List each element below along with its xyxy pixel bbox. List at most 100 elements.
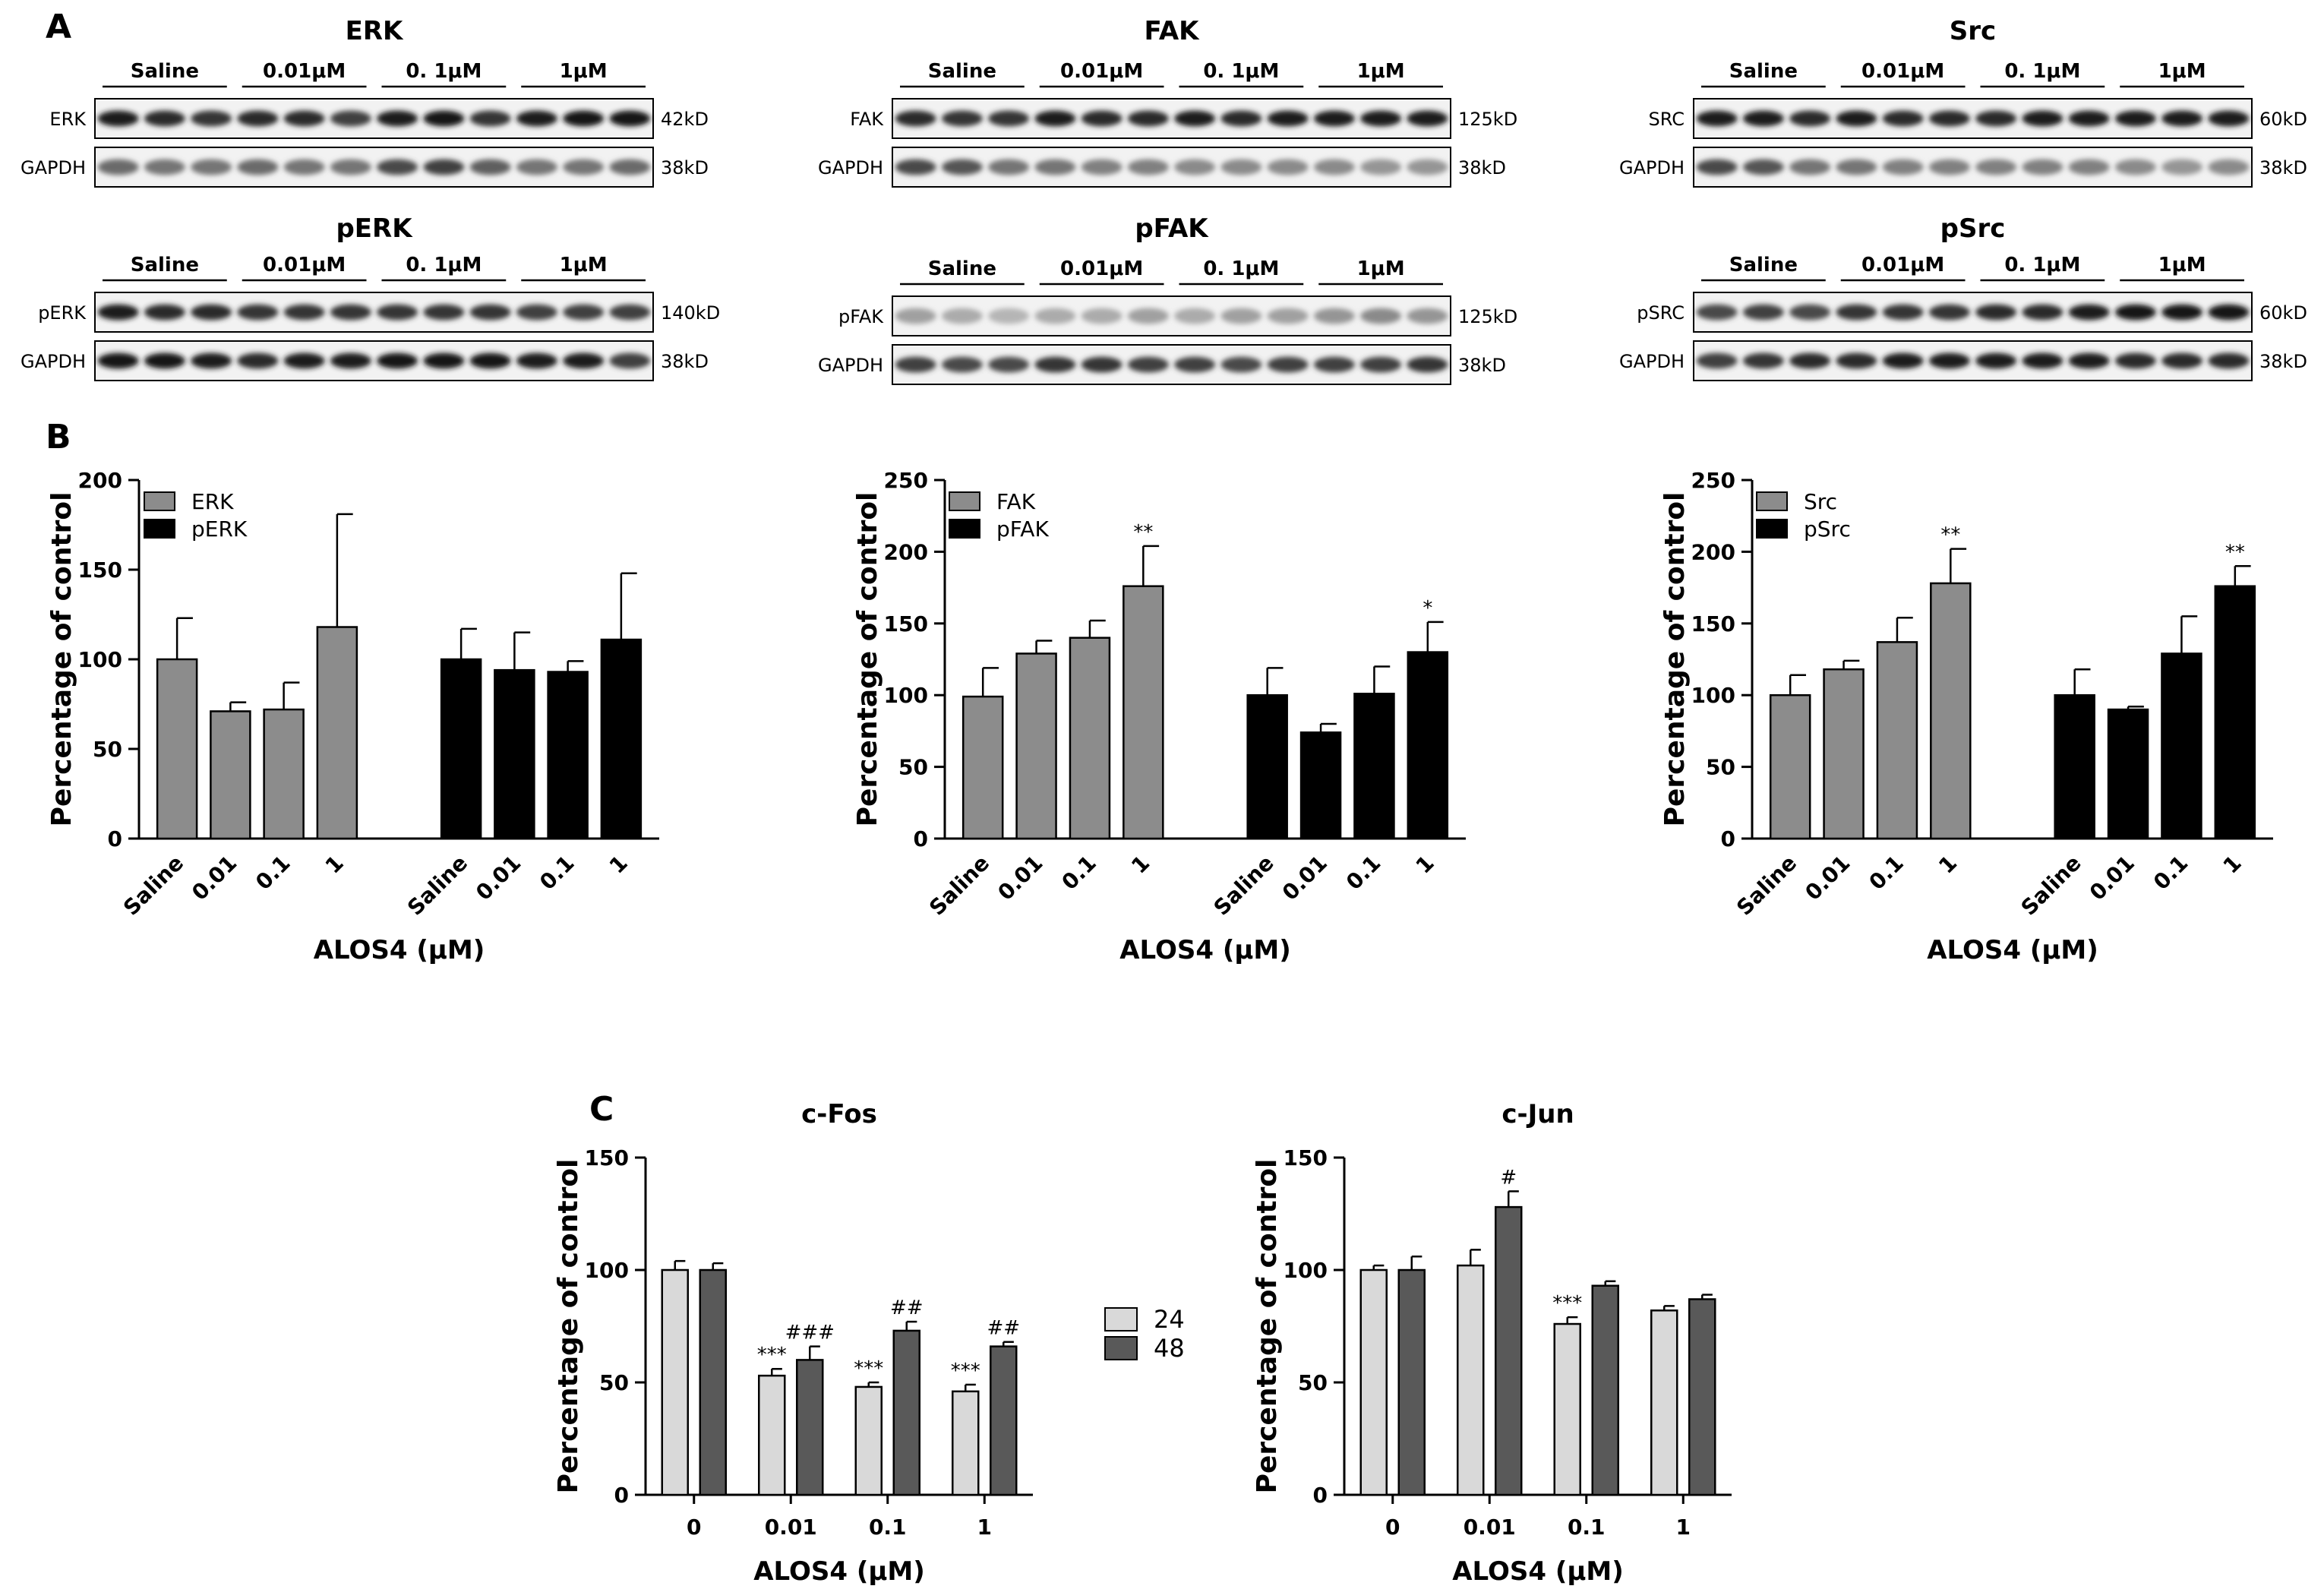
- blot-band: [1267, 159, 1309, 175]
- bar-psrc-3: **: [2214, 541, 2256, 840]
- blot-band: [1789, 110, 1831, 127]
- chart-legend: Src pSrc: [1756, 489, 1851, 542]
- blot-group-label: 0.01μM: [1861, 254, 1944, 276]
- blot-row-label: GAPDH: [1619, 351, 1685, 372]
- blot-band: [2068, 352, 2110, 369]
- blot-band: [1081, 110, 1123, 127]
- bar-erk-0: [156, 617, 198, 840]
- blot-band: [144, 159, 185, 175]
- blot-band: [97, 110, 139, 127]
- blot-band: [1313, 356, 1355, 373]
- legend-swatch: [949, 519, 980, 539]
- blot-band: [144, 304, 185, 321]
- y-tick-label: 100: [585, 1258, 629, 1283]
- blot-band: [609, 304, 651, 321]
- blot-band: [1360, 110, 1402, 127]
- x-tick-label: 1: [2218, 851, 2247, 879]
- bar-erk-1: [210, 701, 251, 840]
- blot-band: [1836, 159, 1877, 175]
- legend-label: ERK: [191, 489, 234, 514]
- bar-fak-3: **: [1123, 521, 1164, 840]
- y-tick-label: 150: [585, 1145, 629, 1170]
- blot-band: [1407, 159, 1448, 175]
- y-axis-label: Percentage of control: [553, 1159, 584, 1494]
- bar-fak-2: [1069, 619, 1111, 840]
- bar: [1069, 637, 1111, 840]
- blot-band: [283, 304, 325, 321]
- bar-48h-1: ###: [785, 1322, 835, 1496]
- bar: [1876, 641, 1918, 840]
- bar-perk-0: [440, 627, 482, 840]
- significance-label: ##: [890, 1297, 924, 1319]
- blot-band: [423, 352, 465, 369]
- blot-band: [1696, 110, 1738, 127]
- bar-24h-1: [1457, 1249, 1485, 1496]
- blot-band: [1882, 304, 1924, 321]
- blot-band: [1034, 356, 1076, 373]
- y-tick-label: 50: [898, 755, 928, 780]
- bar: [1591, 1284, 1619, 1496]
- blot-title: pERK: [336, 213, 413, 244]
- blot-band: [1882, 352, 1924, 369]
- legend-swatch: [1756, 491, 1788, 511]
- blot-band: [191, 304, 232, 321]
- bar: [1495, 1205, 1523, 1496]
- blot-band: [1696, 159, 1738, 175]
- blot-band: [895, 308, 936, 324]
- x-tick-label: Saline: [118, 851, 188, 921]
- x-tick-label: 0: [687, 1515, 701, 1540]
- x-tick-label: 0.01: [1464, 1515, 1516, 1540]
- bar-24h-3: [1650, 1305, 1678, 1496]
- blot-membrane: [1693, 98, 2253, 139]
- x-axis-label: ALOS4 (μM): [1452, 1556, 1624, 1587]
- blot-band: [2208, 304, 2250, 321]
- blot-row-size: 125kD: [1458, 306, 1517, 327]
- blot-band: [988, 356, 1030, 373]
- blot-band: [237, 352, 279, 369]
- x-tick-label: 0.1: [1056, 851, 1100, 895]
- blot-row-size: 38kD: [661, 351, 709, 372]
- blot-band: [191, 352, 232, 369]
- blot-band: [516, 159, 557, 175]
- y-tick-label: 0: [1313, 1483, 1328, 1508]
- blot-band: [237, 304, 279, 321]
- blot-group-label: 0. 1μM: [406, 254, 482, 276]
- bar: [1823, 668, 1865, 840]
- blot-band: [1220, 308, 1262, 324]
- significance-label: ##: [987, 1317, 1020, 1340]
- blot-membrane: [892, 147, 1451, 188]
- x-tick-label: 0.01: [1277, 851, 1332, 905]
- x-tick-label: 0.1: [1864, 851, 1908, 895]
- x-tick-label: 0.01: [993, 851, 1047, 905]
- y-axis-label: Percentage of control: [46, 492, 77, 827]
- bar-charts: 0 50 100 150 200 Percentage of control ALOS4 (…: [46, 468, 2273, 1587]
- significance-label: ***: [1552, 1292, 1582, 1315]
- blot-band: [516, 352, 557, 369]
- y-tick-label: 200: [1691, 539, 1735, 564]
- bar: [1123, 585, 1164, 840]
- blot-band: [469, 159, 511, 175]
- blot-band: [469, 110, 511, 127]
- blot-row-psrc: pSRC 60kD: [1637, 292, 2307, 333]
- bar: [1457, 1264, 1485, 1496]
- y-tick-label: 150: [1284, 1145, 1328, 1170]
- x-tick-label: 1: [1411, 851, 1439, 879]
- blot-band: [895, 110, 936, 127]
- bar: [1299, 731, 1342, 840]
- blot-row-size: 125kD: [1458, 109, 1517, 130]
- y-tick-label: 100: [78, 647, 122, 672]
- bar-24h-1: ***: [757, 1344, 787, 1496]
- blot-band: [1313, 110, 1355, 127]
- blot-band: [1313, 308, 1355, 324]
- blot-row-label: pERK: [38, 302, 87, 324]
- x-tick-label: 0.01: [2085, 851, 2139, 905]
- blot-band: [1360, 308, 1402, 324]
- blot-band: [1928, 304, 1970, 321]
- blot-row-size: 60kD: [2259, 302, 2307, 324]
- x-tick-label: Saline: [1209, 851, 1279, 921]
- blot-band: [1407, 110, 1448, 127]
- blot-band: [2161, 159, 2203, 175]
- x-tick-label: Saline: [924, 851, 994, 921]
- blot-band: [609, 352, 651, 369]
- blot-band: [563, 159, 605, 175]
